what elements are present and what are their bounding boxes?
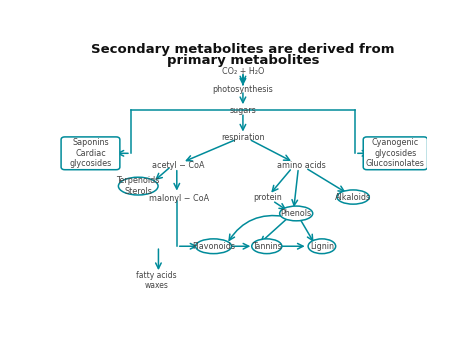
Text: acetyl − CoA: acetyl − CoA [152, 160, 205, 170]
FancyBboxPatch shape [363, 137, 428, 170]
Ellipse shape [252, 239, 282, 253]
Text: Tannins: Tannins [252, 242, 282, 251]
Ellipse shape [280, 206, 313, 221]
Text: Terpenoids
Sterols: Terpenoids Sterols [117, 176, 160, 196]
Text: Saponins
Cardiac
glycosides: Saponins Cardiac glycosides [69, 138, 111, 168]
Text: photosynthesis: photosynthesis [212, 85, 273, 94]
Text: Lignin: Lignin [310, 242, 334, 251]
Text: Flavonoids: Flavonoids [192, 242, 235, 251]
Text: sugars: sugars [229, 106, 256, 115]
Text: primary metabolites: primary metabolites [167, 54, 319, 66]
Ellipse shape [337, 190, 369, 204]
Text: Cyanogenic
glycosides
Glucosinolates: Cyanogenic glycosides Glucosinolates [366, 138, 425, 168]
Ellipse shape [308, 239, 336, 253]
Text: amino acids: amino acids [277, 160, 326, 170]
Ellipse shape [196, 239, 231, 253]
Text: Alkaloids: Alkaloids [335, 192, 371, 202]
FancyBboxPatch shape [61, 137, 120, 170]
Ellipse shape [118, 177, 158, 195]
Text: respiration: respiration [221, 133, 264, 142]
Text: Secondary metabolites are derived from: Secondary metabolites are derived from [91, 43, 395, 56]
Text: fatty acids
waxes: fatty acids waxes [137, 271, 177, 290]
Text: CO₂ + H₂O: CO₂ + H₂O [222, 67, 264, 76]
Text: protein: protein [254, 193, 283, 202]
Text: malonyl − CoA: malonyl − CoA [148, 194, 209, 203]
Text: Phenols: Phenols [281, 209, 312, 218]
